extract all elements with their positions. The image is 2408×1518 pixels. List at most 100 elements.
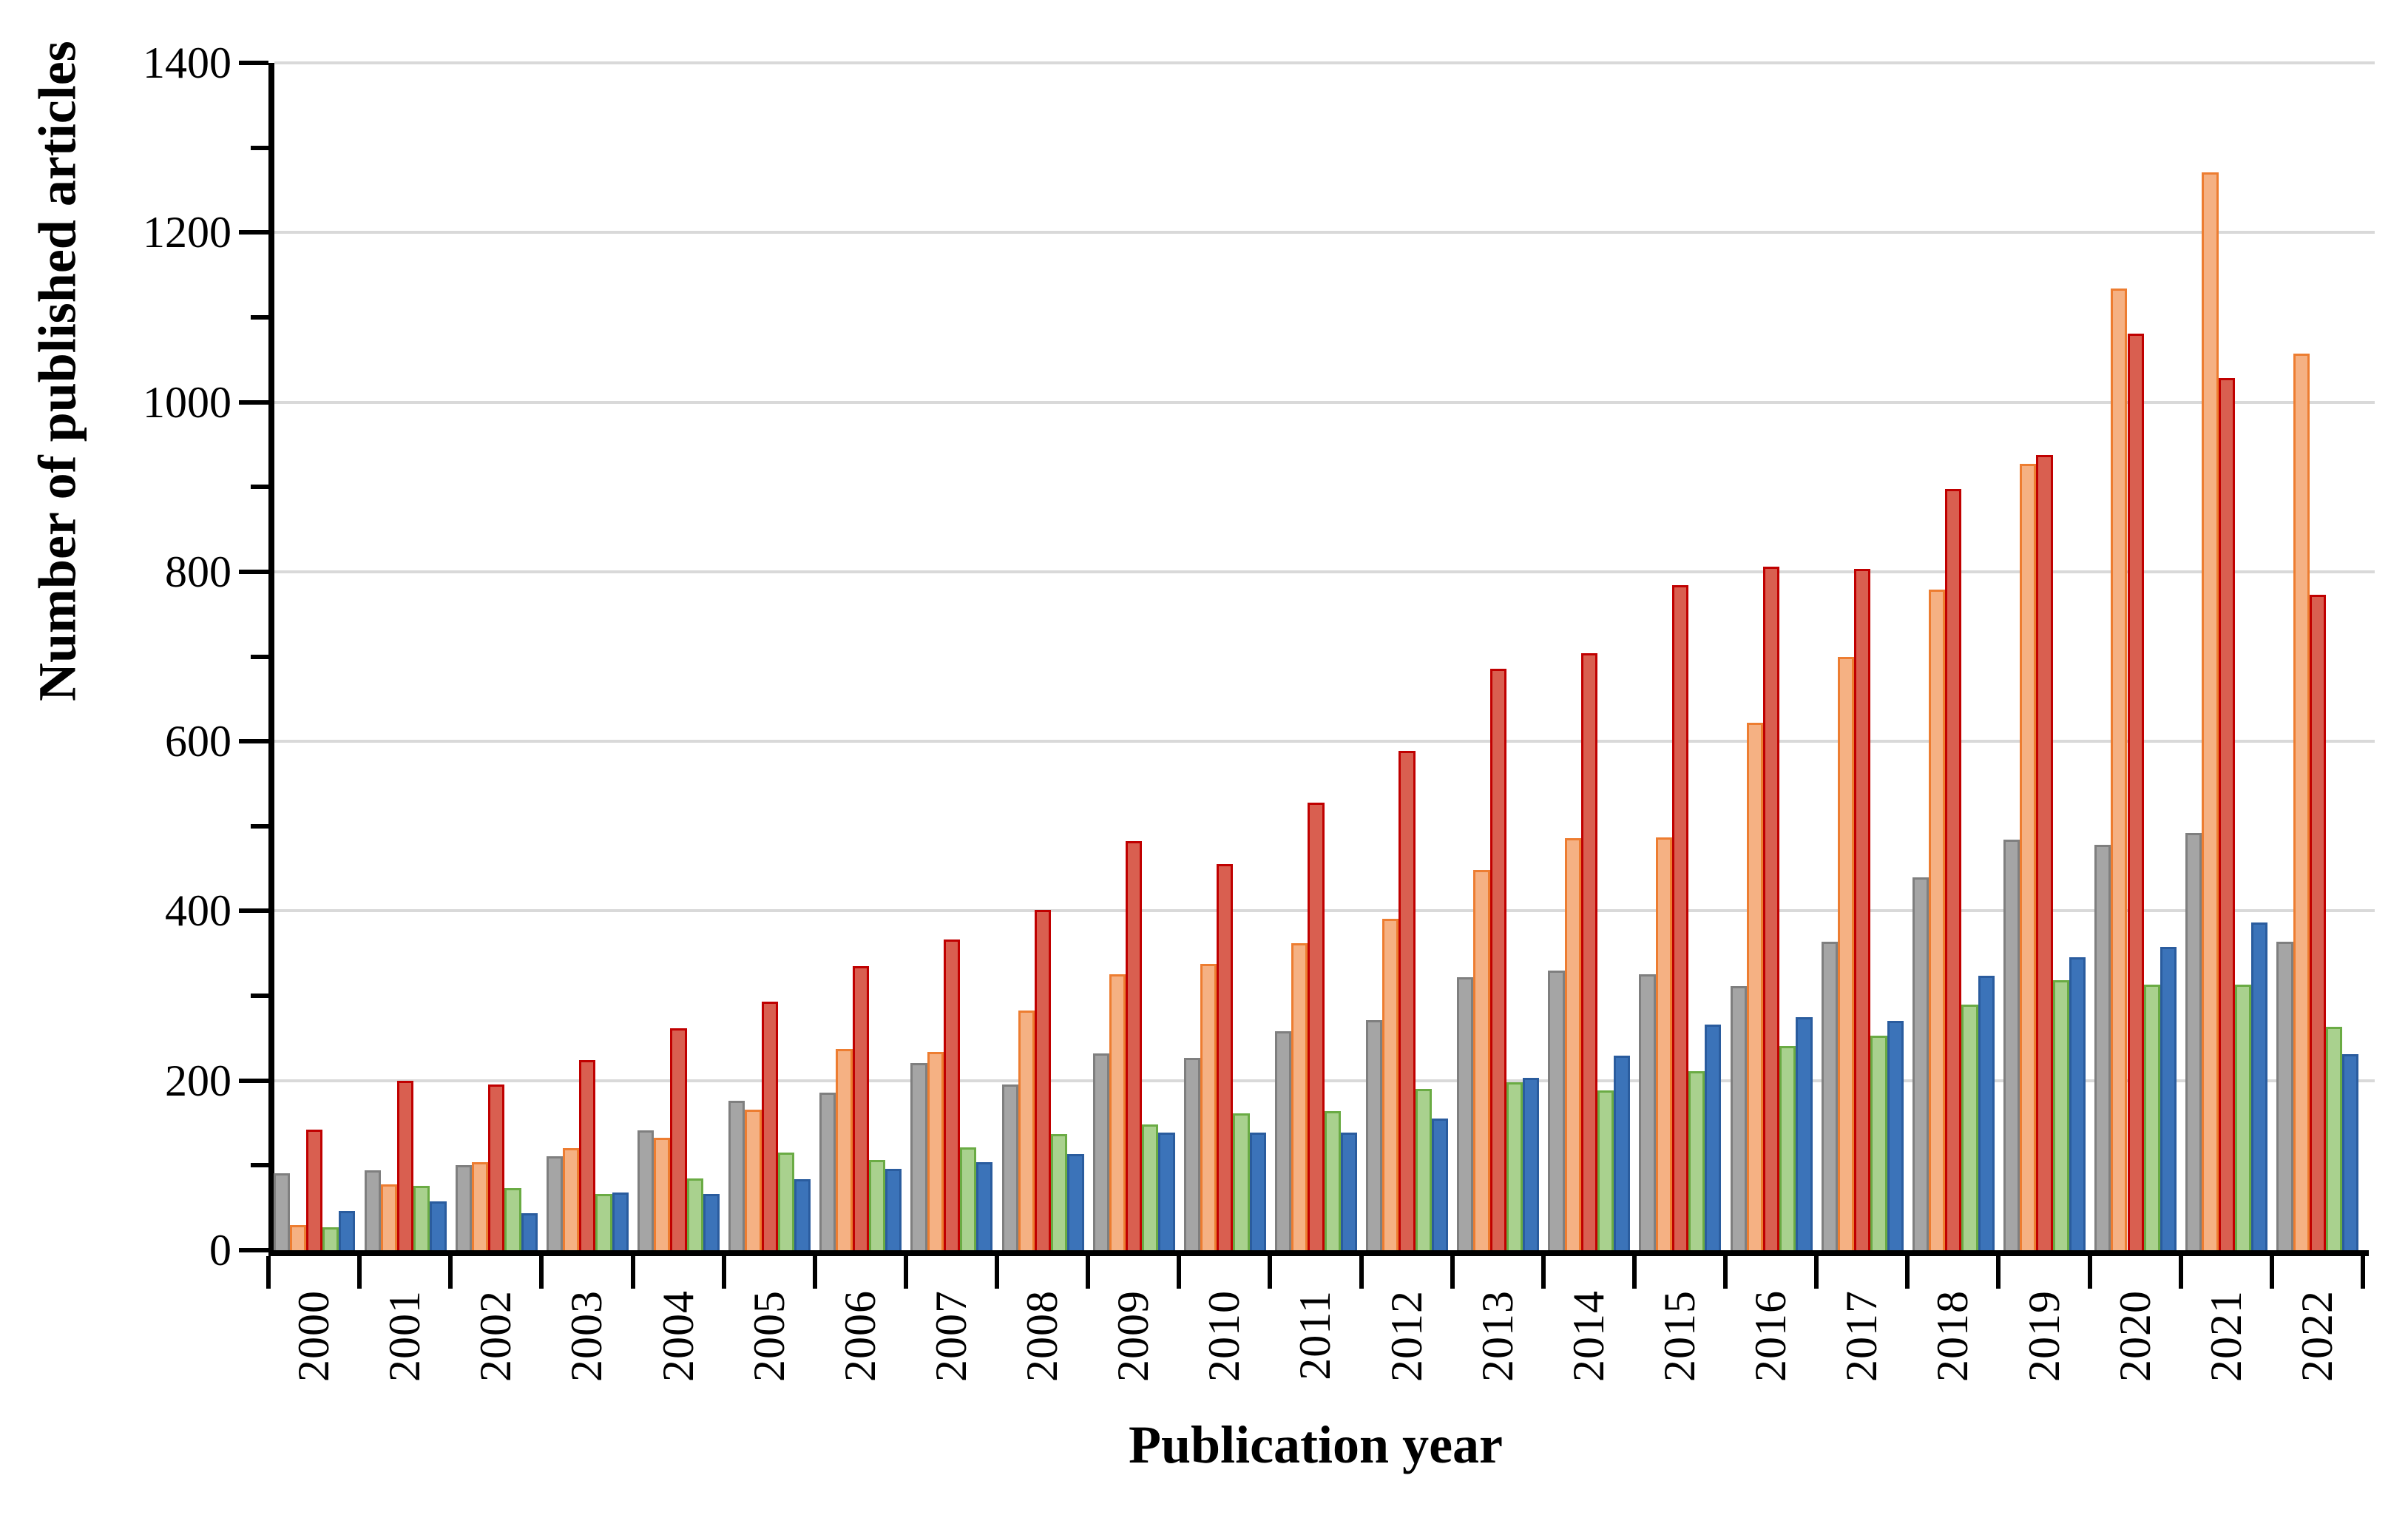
y-tick-label: 400 bbox=[165, 886, 231, 936]
bar-series-3-2010 bbox=[1217, 864, 1234, 1250]
x-tick bbox=[903, 1256, 908, 1289]
x-tick bbox=[539, 1256, 544, 1289]
bar-series-2-2015 bbox=[1655, 837, 1672, 1250]
bar-series-3-2007 bbox=[943, 940, 960, 1250]
y-major-tick bbox=[239, 230, 268, 235]
bar-series-4-2000 bbox=[322, 1227, 339, 1250]
bar-series-1-2015 bbox=[1639, 974, 1656, 1250]
x-axis-title: Publication year bbox=[1129, 1415, 1503, 1474]
y-tick-label: 600 bbox=[165, 717, 231, 766]
bar-series-5-2019 bbox=[2069, 957, 2086, 1250]
bar-series-1-2018 bbox=[1912, 877, 1930, 1250]
bar-series-2-2003 bbox=[563, 1148, 580, 1250]
y-tick-label: 1200 bbox=[143, 208, 231, 257]
bar-series-3-2017 bbox=[1854, 569, 1871, 1250]
bar-series-1-2006 bbox=[819, 1092, 836, 1250]
x-tick bbox=[2361, 1256, 2365, 1289]
x-tick bbox=[2087, 1256, 2092, 1289]
bar-series-2-2000 bbox=[289, 1224, 306, 1250]
bar-series-5-2013 bbox=[1522, 1078, 1540, 1250]
x-tick bbox=[1450, 1256, 1455, 1289]
bar-series-1-2009 bbox=[1092, 1053, 1109, 1250]
x-tick-label-text: 2003 bbox=[562, 1290, 612, 1382]
y-minor-tick bbox=[251, 654, 268, 659]
bar-series-3-2006 bbox=[852, 965, 869, 1250]
x-tick bbox=[1177, 1256, 1182, 1289]
bar-series-4-2008 bbox=[1051, 1133, 1068, 1250]
y-major-tick bbox=[239, 61, 268, 65]
x-tick-label-text: 2022 bbox=[2292, 1290, 2341, 1382]
x-tick bbox=[1996, 1256, 2001, 1289]
bar-series-2-2020 bbox=[2111, 288, 2128, 1250]
bar-series-4-2009 bbox=[1142, 1124, 1159, 1250]
bar-series-5-2021 bbox=[2251, 922, 2268, 1250]
bar-series-3-2021 bbox=[2218, 378, 2235, 1250]
bar-series-3-2003 bbox=[579, 1060, 596, 1250]
bar-series-1-2000 bbox=[273, 1173, 290, 1250]
bar-series-3-2002 bbox=[488, 1084, 505, 1250]
y-major-tick bbox=[239, 569, 268, 574]
y-major-tick bbox=[239, 399, 268, 405]
bar-series-1-2002 bbox=[455, 1165, 472, 1250]
bar-series-3-2011 bbox=[1308, 802, 1325, 1250]
bar-series-1-2019 bbox=[2003, 840, 2020, 1250]
bar-series-1-2014 bbox=[1548, 970, 1565, 1250]
bar-series-4-2005 bbox=[777, 1153, 794, 1250]
bar-series-3-2019 bbox=[2036, 454, 2053, 1250]
bar-series-2-2019 bbox=[2020, 464, 2037, 1250]
x-tick-label-text: 2012 bbox=[1381, 1290, 1431, 1382]
bar-series-1-2017 bbox=[1821, 941, 1838, 1250]
bar-series-2-2008 bbox=[1018, 1010, 1035, 1250]
bar-series-2-2018 bbox=[1929, 589, 1946, 1250]
bar-series-1-2013 bbox=[1457, 976, 1474, 1250]
x-tick-label-text: 2021 bbox=[2201, 1290, 2250, 1382]
bar-series-5-2020 bbox=[2160, 946, 2177, 1250]
x-tick bbox=[812, 1256, 817, 1289]
y-major-tick bbox=[239, 739, 268, 744]
bar-series-5-2001 bbox=[430, 1201, 447, 1250]
bar-series-1-2016 bbox=[1730, 986, 1747, 1250]
bar-series-3-2009 bbox=[1126, 841, 1143, 1250]
bar-series-5-2010 bbox=[1249, 1132, 1266, 1250]
bar-series-4-2003 bbox=[595, 1194, 612, 1250]
y-major-tick bbox=[239, 908, 268, 914]
bar-series-1-2005 bbox=[728, 1101, 745, 1250]
x-tick bbox=[448, 1256, 453, 1289]
bar-series-5-2016 bbox=[1796, 1016, 1813, 1250]
bar-series-5-2009 bbox=[1158, 1132, 1175, 1250]
bar-series-4-2020 bbox=[2143, 985, 2160, 1250]
y-axis-line bbox=[268, 63, 274, 1256]
bar-series-2-2017 bbox=[1837, 656, 1855, 1250]
bar-series-3-2004 bbox=[670, 1028, 687, 1250]
y-minor-tick bbox=[251, 485, 268, 490]
bar-series-5-2000 bbox=[339, 1211, 356, 1250]
bar-series-5-2018 bbox=[1978, 975, 1995, 1250]
bar-series-4-2017 bbox=[1870, 1035, 1887, 1250]
x-tick-label-text: 2018 bbox=[1928, 1290, 1978, 1382]
y-axis-title: Number of published articles bbox=[27, 41, 87, 701]
gridline bbox=[274, 400, 2375, 404]
x-tick-label-text: 2000 bbox=[289, 1290, 339, 1382]
bar-series-5-2007 bbox=[976, 1161, 993, 1250]
x-tick bbox=[1814, 1256, 1819, 1289]
bar-series-4-2012 bbox=[1415, 1089, 1432, 1250]
gridline bbox=[274, 740, 2375, 743]
x-tick bbox=[357, 1256, 362, 1289]
y-minor-tick bbox=[251, 1163, 268, 1168]
x-tick-label-text: 2005 bbox=[744, 1290, 794, 1382]
x-axis-line bbox=[268, 1250, 2369, 1256]
bar-series-4-2021 bbox=[2234, 985, 2252, 1250]
bar-series-5-2006 bbox=[885, 1168, 902, 1250]
y-minor-tick bbox=[251, 314, 268, 320]
bar-series-3-2020 bbox=[2127, 333, 2144, 1250]
x-tick bbox=[1086, 1256, 1091, 1289]
x-tick bbox=[1905, 1256, 1910, 1289]
x-tick-label-text: 2016 bbox=[1746, 1290, 1796, 1382]
bar-series-4-2006 bbox=[868, 1160, 886, 1250]
bar-series-2-2006 bbox=[836, 1049, 853, 1250]
bar-series-4-2013 bbox=[1506, 1082, 1523, 1250]
x-tick bbox=[266, 1256, 271, 1289]
x-tick-label-text: 2013 bbox=[1472, 1290, 1522, 1382]
bar-series-2-2011 bbox=[1291, 942, 1308, 1250]
